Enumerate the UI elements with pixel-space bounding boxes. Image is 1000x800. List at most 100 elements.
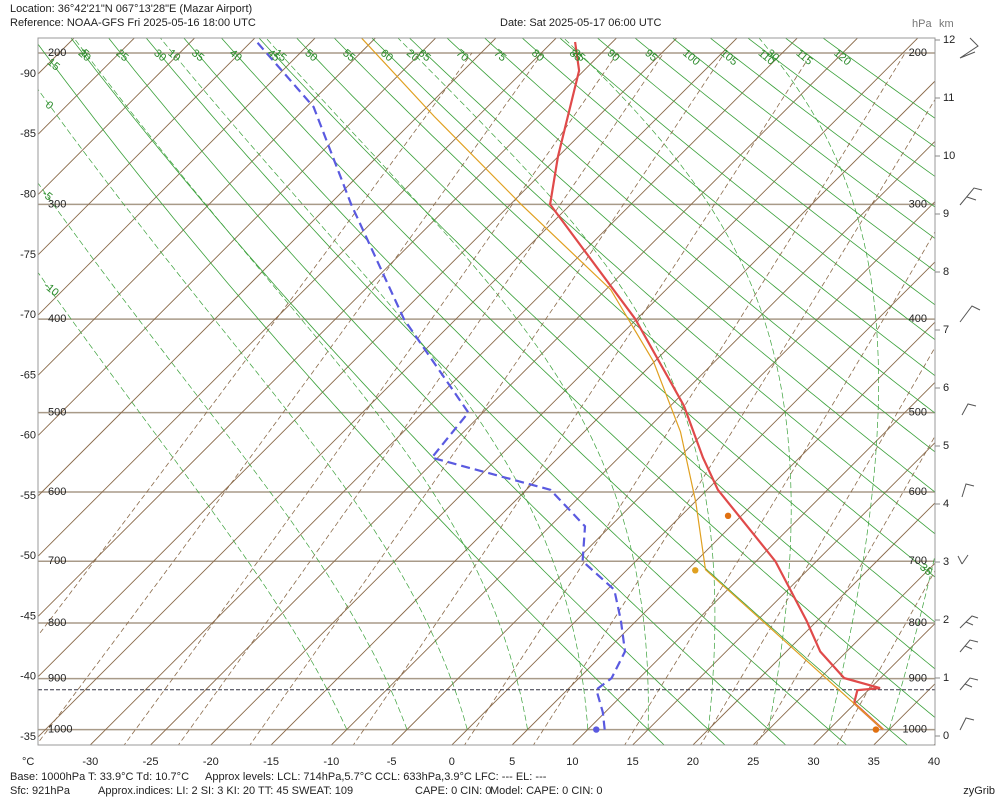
left-tick-label: -75 [20,249,36,261]
dry-adiabat [484,38,935,414]
left-tick-label: -85 [20,128,36,140]
km-label: 12 [943,34,955,46]
plot-area [38,38,935,745]
wind-barb [959,305,981,323]
dry-adiabat [672,38,935,239]
dry-adiabat [559,38,935,341]
moist-adiabat [397,38,716,730]
mixing-ratio [533,98,935,745]
isotherm [210,38,919,745]
x-tick-label: 10 [566,756,578,768]
left-tick-label: -55 [20,490,36,502]
km-label: 10 [943,150,955,162]
left-tick-label: -90 [20,68,36,80]
x-tick-label: -15 [263,756,279,768]
isotherm [511,321,935,745]
isobar-label-right: 300 [909,198,927,210]
footer-base: Base: 1000hPa T: 33.9°C Td: 10.7°C [10,771,189,783]
mixing-ratio [624,231,935,745]
isotherm [270,80,935,745]
km-label: 7 [943,324,949,336]
wind-barb [961,483,975,498]
x-tick-label: 35 [868,756,880,768]
moist-adiabat [159,38,589,730]
isotherm [632,442,935,745]
km-label: 9 [943,208,949,220]
wind-barb [959,639,979,653]
left-tick-label: -50 [20,550,36,562]
level-point [692,567,699,574]
mixing-ratio [38,52,543,744]
x-axis-unit: °C [22,756,34,768]
x-tick-label: -20 [203,756,219,768]
isotherm [38,38,316,316]
dry-adiabat [70,38,726,745]
isotherm [150,38,858,745]
reference: Reference: NOAA-GFS Fri 2025-05-16 18:00… [10,17,256,29]
mixing-ratio [836,569,935,745]
moist-adiabat [888,554,935,730]
dry-adiabat [145,38,848,745]
isotherm [38,38,557,557]
dry-adiabat [446,38,935,453]
left-tick-label: -60 [20,430,36,442]
footer-model: Model: CAPE: 0 CIN: 0 [490,785,603,797]
x-tick-label: 5 [509,756,515,768]
dry-adiabat [183,38,908,745]
km-label: 8 [943,266,949,278]
level-point [724,512,732,520]
isotherm [38,38,436,437]
dry-adiabat [108,38,787,745]
wind-barb [959,37,979,59]
footer-levels: Approx levels: LCL: 714hPa,5.7°C CCL: 63… [205,771,547,783]
dry-adiabat [634,38,935,272]
dry-adiabat [371,38,935,535]
isobar-label-left: 300 [48,198,66,210]
profile-line [548,41,884,731]
isobar-label-right: 700 [909,555,927,567]
dry-adiabat [258,38,935,670]
x-tick-label: -25 [143,756,159,768]
y-axis-unit: hPa [912,18,932,30]
x-tick-label: 20 [687,756,699,768]
footer-sfc: Sfc: 921hPa [10,785,71,797]
moist-adiabat [38,88,468,730]
isobar-label-right: 200 [909,47,927,59]
km-label: 11 [943,92,954,104]
isotherm [813,622,935,745]
isobar-label-right: 800 [909,617,927,629]
isotherm [38,38,617,618]
moist-adiabat [265,38,649,730]
wind-barb [959,187,983,206]
left-tick-label: -70 [20,309,36,321]
dry-adiabat [709,38,935,208]
mixing-ratio [249,52,725,745]
dry-adiabat [333,38,935,578]
mixing-ratio [464,52,906,745]
isobar-label-right: 900 [909,673,927,685]
isotherm [572,381,935,745]
wind-barb [957,554,969,565]
dry-adiabat [220,38,935,719]
isobar-label-right: 400 [909,313,927,325]
isobar-label-right: 600 [909,486,927,498]
isotherm [752,562,935,745]
wind-barbs [957,37,983,731]
date: Date: Sat 2025-05-17 06:00 UTC [500,17,661,29]
x-tick-label: 15 [627,756,639,768]
isobar-label-left: 200 [48,47,66,59]
mixing-ratio [755,435,935,745]
plot-frame [37,37,936,746]
level-point [593,726,600,733]
km-label: 5 [943,440,949,452]
isotherm [89,38,798,745]
level-point [872,726,880,733]
isotherm [38,38,195,196]
footer-cape: CAPE: 0 CIN: 0 [415,785,491,797]
km-label: 4 [943,498,949,510]
isobar-label-left: 900 [48,673,66,685]
dry-adiabat [38,43,665,745]
moist-adiabat [38,182,408,730]
isotherm [391,200,935,745]
isotherm [38,38,738,738]
